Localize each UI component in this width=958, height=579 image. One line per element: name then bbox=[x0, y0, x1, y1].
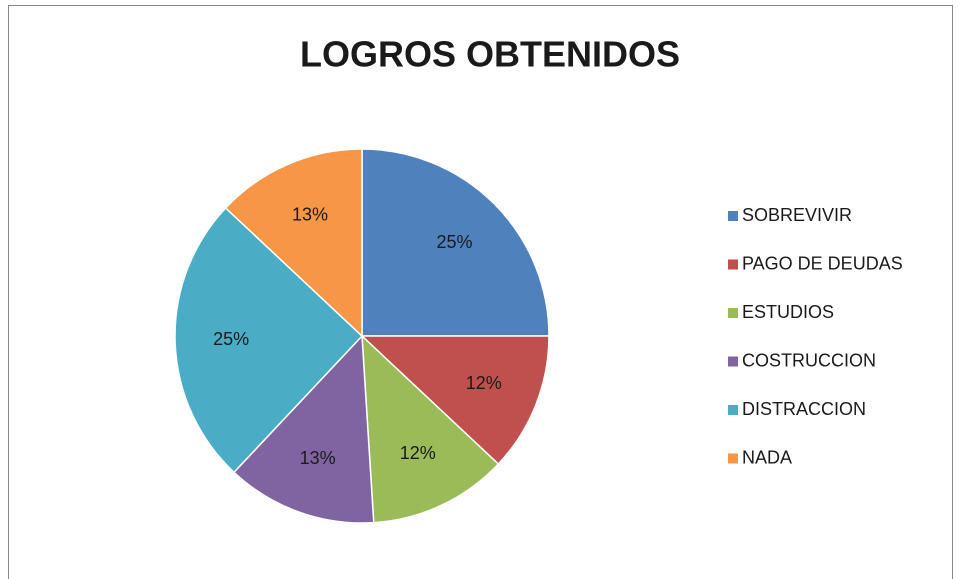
legend-label: COSTRUCCION bbox=[742, 350, 876, 370]
legend-swatch bbox=[728, 405, 738, 415]
chart-title: LOGROS OBTENIDOS bbox=[300, 34, 680, 75]
data-label: 12% bbox=[466, 373, 502, 393]
legend-label: PAGO DE DEUDAS bbox=[742, 253, 903, 273]
pie-slice bbox=[232, 334, 375, 524]
legend-label: DISTRACCION bbox=[742, 399, 866, 419]
legend-label: NADA bbox=[742, 447, 792, 467]
data-label: 13% bbox=[292, 205, 328, 225]
legend-swatch bbox=[728, 211, 738, 221]
pie-slice bbox=[361, 148, 550, 337]
pie-slice bbox=[224, 148, 363, 338]
legend-label: SOBREVIVIR bbox=[742, 205, 852, 225]
data-label: 12% bbox=[400, 443, 436, 463]
pie-slice bbox=[174, 206, 364, 474]
legend-swatch bbox=[728, 356, 738, 367]
data-label: 25% bbox=[213, 329, 249, 349]
legend-swatch bbox=[728, 259, 738, 270]
data-label: 13% bbox=[300, 448, 336, 468]
legend-swatch bbox=[728, 308, 738, 318]
pie-slice bbox=[361, 334, 500, 524]
legend-swatch bbox=[728, 453, 738, 464]
data-label: 25% bbox=[437, 232, 473, 252]
legend-label: ESTUDIOS bbox=[742, 302, 834, 322]
pie-slice bbox=[360, 335, 550, 466]
